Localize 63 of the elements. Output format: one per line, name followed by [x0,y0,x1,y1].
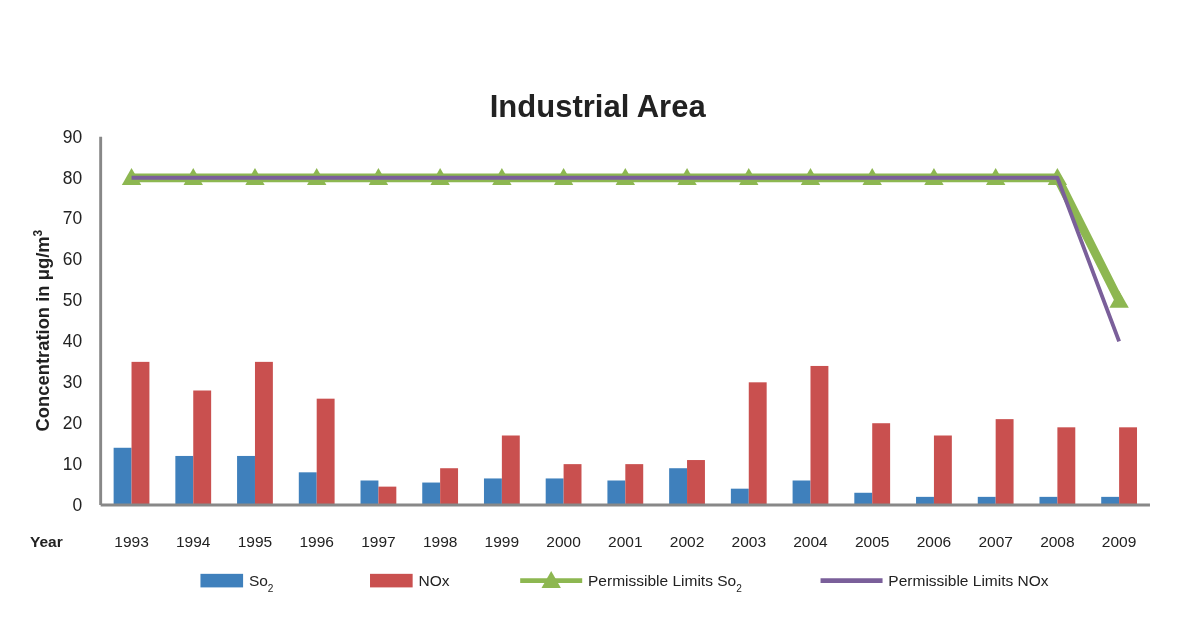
bar [501,435,520,506]
legend-label: Permissible Limits NOx [888,572,1049,590]
bar [995,419,1014,506]
bar [378,486,397,506]
legend-label: NOx [418,572,450,590]
bar [810,365,829,506]
x-tick-label: 2003 [731,532,767,550]
bar [872,423,891,506]
x-tick-label: 2002 [669,532,705,550]
x-tick-label: 2005 [854,532,890,550]
bar [563,464,582,506]
y-tick-label: 20 [62,413,83,434]
x-tick-label: 1994 [176,532,211,550]
y-tick-label: 30 [62,372,83,393]
bar [545,478,564,506]
bar [1119,427,1138,506]
bar [1057,427,1076,506]
x-tick-label: 1997 [361,532,396,550]
bar [669,468,688,506]
bar [483,478,502,506]
legend-label: So$_{2}$ [248,572,274,594]
bar [440,468,459,506]
bar [298,472,317,506]
x-tick-label: 2009 [1101,532,1137,550]
y-tick-label: 0 [72,494,83,515]
bar [175,455,194,506]
y-tick-label: 70 [62,208,83,229]
bar [193,390,212,506]
y-tick-label: 10 [62,453,83,474]
y-tick-label: 60 [62,249,83,270]
bar [748,382,767,506]
bar [422,482,441,506]
bar [237,455,255,506]
bar [730,488,749,506]
x-tick-label: 1998 [422,532,458,550]
y-tick-label: 50 [62,290,83,311]
x-tick-label: 1993 [114,532,149,550]
x-tick-label: 2008 [1040,532,1075,550]
bar [792,480,811,506]
x-tick-label: 2004 [793,532,829,550]
bar [360,480,379,506]
x-tick-label: 1999 [484,532,520,550]
chart-title: Industrial Area [489,88,707,124]
bar [933,435,952,506]
x-tick-label: 2000 [546,532,582,550]
x-axis-title: Year [29,532,63,550]
y-tick-label: 40 [62,331,83,352]
bar [316,398,335,506]
bar [131,361,150,506]
x-tick-label: 1996 [299,532,334,550]
bar [607,480,626,506]
bar [625,464,644,506]
y-tick-label: 80 [62,167,83,188]
x-tick-label: 1995 [237,532,273,550]
legend-label: Permissible Limits So$_{2}$ [588,572,743,594]
bar [687,460,705,506]
bar [113,447,132,506]
x-tick-label: 2006 [916,532,952,550]
x-tick-label: 2007 [978,532,1013,550]
bar [854,492,873,506]
y-tick-label: 90 [62,126,83,147]
x-tick-label: 2001 [608,532,643,550]
bar [254,361,273,506]
